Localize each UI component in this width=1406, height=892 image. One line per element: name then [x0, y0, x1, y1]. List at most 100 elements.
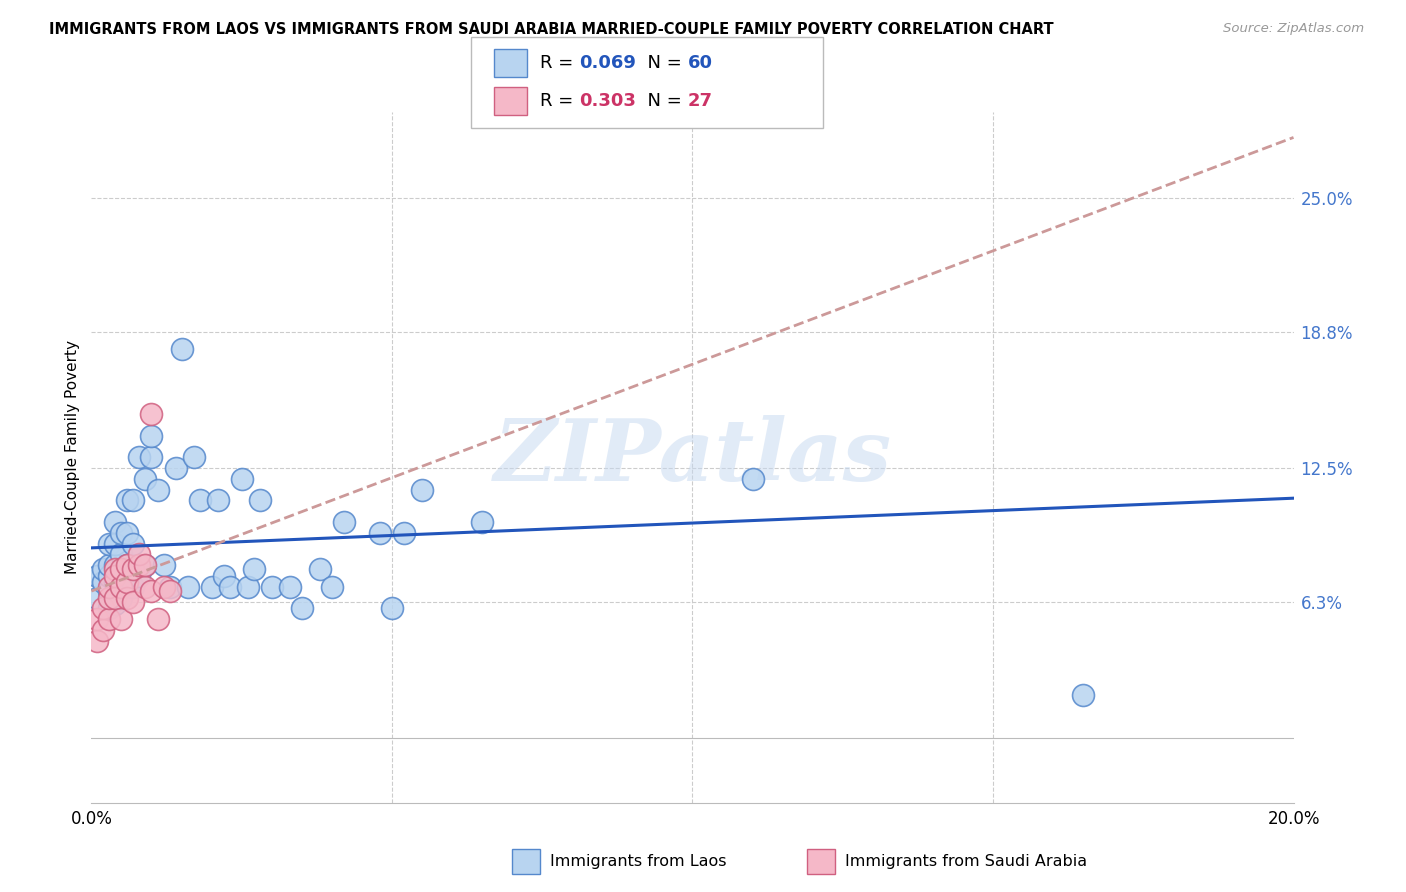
Point: [110, 547, 132, 561]
Point: [117, 558, 139, 573]
Text: 60: 60: [688, 54, 713, 72]
Point: [122, 595, 145, 609]
Point: [117, 493, 139, 508]
Point: [176, 580, 198, 594]
Point: [152, 558, 174, 573]
Point: [98, 558, 121, 573]
Text: 0.069: 0.069: [579, 54, 636, 72]
Point: [104, 562, 127, 576]
Point: [159, 580, 181, 594]
Point: [392, 525, 415, 540]
Point: [98, 536, 121, 550]
Point: [110, 591, 132, 605]
Point: [117, 575, 139, 590]
Point: [104, 515, 127, 529]
Point: [146, 483, 169, 497]
Point: [128, 547, 150, 561]
Point: [86, 612, 108, 626]
Point: [128, 558, 150, 573]
Point: [128, 569, 150, 583]
Point: [104, 575, 127, 590]
Text: N =: N =: [636, 92, 688, 110]
Point: [104, 591, 127, 605]
Text: 27: 27: [688, 92, 713, 110]
Point: [122, 580, 145, 594]
Y-axis label: Married-Couple Family Poverty: Married-Couple Family Poverty: [65, 340, 80, 574]
Point: [134, 558, 156, 573]
Point: [260, 580, 283, 594]
Point: [207, 493, 229, 508]
Point: [291, 601, 314, 615]
Text: Source: ZipAtlas.com: Source: ZipAtlas.com: [1223, 22, 1364, 36]
Point: [236, 580, 259, 594]
Point: [93, 575, 115, 590]
Point: [381, 601, 404, 615]
Point: [218, 580, 240, 594]
Point: [117, 558, 139, 573]
Point: [104, 558, 127, 573]
Point: [134, 558, 156, 573]
Point: [117, 591, 139, 605]
Point: [98, 580, 121, 594]
Text: R =: R =: [540, 92, 579, 110]
Point: [141, 584, 163, 599]
Point: [183, 450, 205, 464]
Text: Immigrants from Saudi Arabia: Immigrants from Saudi Arabia: [845, 855, 1087, 869]
Point: [411, 483, 433, 497]
Point: [122, 493, 145, 508]
Text: R =: R =: [540, 54, 579, 72]
Point: [98, 601, 121, 615]
Point: [128, 450, 150, 464]
Point: [141, 428, 163, 442]
Point: [741, 472, 763, 486]
Point: [110, 525, 132, 540]
Point: [249, 493, 271, 508]
Point: [98, 612, 121, 626]
Point: [134, 472, 156, 486]
Point: [117, 580, 139, 594]
Point: [104, 597, 127, 611]
Point: [368, 525, 391, 540]
Point: [188, 493, 211, 508]
Point: [201, 580, 224, 594]
Point: [110, 612, 132, 626]
Point: [141, 407, 163, 421]
Point: [110, 569, 132, 583]
Point: [98, 584, 121, 599]
Text: ZIPatlas: ZIPatlas: [494, 416, 891, 499]
Point: [110, 562, 132, 576]
Point: [159, 584, 181, 599]
Point: [308, 562, 330, 576]
Point: [212, 569, 235, 583]
Point: [165, 461, 187, 475]
Point: [98, 569, 121, 583]
Point: [152, 580, 174, 594]
Point: [98, 591, 121, 605]
Point: [110, 580, 132, 594]
Point: [104, 536, 127, 550]
Point: [86, 569, 108, 583]
Point: [86, 591, 108, 605]
Point: [117, 525, 139, 540]
Point: [471, 515, 494, 529]
Text: IMMIGRANTS FROM LAOS VS IMMIGRANTS FROM SAUDI ARABIA MARRIED-COUPLE FAMILY POVER: IMMIGRANTS FROM LAOS VS IMMIGRANTS FROM …: [49, 22, 1054, 37]
Point: [146, 612, 169, 626]
Point: [333, 515, 356, 529]
Point: [93, 601, 115, 615]
Point: [242, 562, 264, 576]
Point: [104, 569, 127, 583]
Point: [1071, 688, 1094, 702]
Point: [321, 580, 343, 594]
Text: Immigrants from Laos: Immigrants from Laos: [550, 855, 727, 869]
Point: [134, 580, 156, 594]
Point: [170, 342, 193, 356]
Text: 0.303: 0.303: [579, 92, 636, 110]
Point: [93, 562, 115, 576]
Point: [141, 450, 163, 464]
Point: [122, 536, 145, 550]
Text: N =: N =: [636, 54, 688, 72]
Point: [86, 633, 108, 648]
Point: [231, 472, 253, 486]
Point: [122, 562, 145, 576]
Point: [278, 580, 301, 594]
